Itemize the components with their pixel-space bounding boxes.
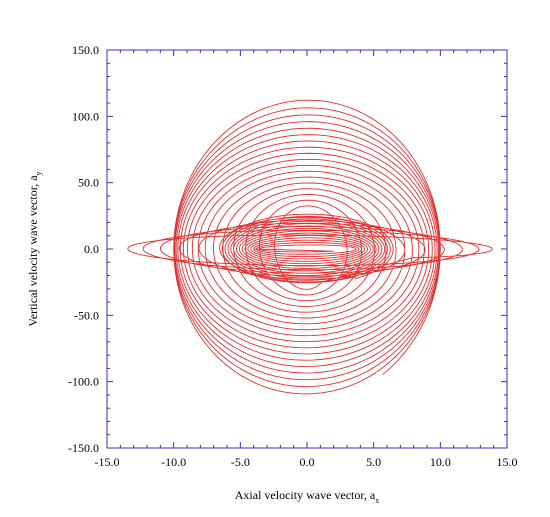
x-tick-label: 15.0 (497, 455, 518, 469)
y-axis-title: Vertical velocity wave vector, ay (26, 171, 43, 326)
x-tick-label: 0.0 (300, 455, 315, 469)
trajectory-series (127, 99, 493, 395)
y-tick-label: 50.0 (78, 176, 99, 190)
y-tick-labels: 150.0 100.0 50.0 0.0 -50.0 -100.0 -150.0 (68, 43, 99, 455)
x-axis-title: Axial velocity wave vector, ax (235, 488, 379, 505)
x-tick-label: 5.0 (366, 455, 381, 469)
axis-ticks (106, 49, 508, 449)
y-tick-label: -50.0 (74, 308, 99, 322)
y-tick-label: -100.0 (68, 375, 99, 389)
y-tick-label: 100.0 (72, 109, 99, 123)
trajectory-line (127, 99, 493, 395)
x-tick-label: 10.0 (430, 455, 451, 469)
x-tick-label: -5.0 (231, 455, 250, 469)
x-tick-labels: -15.0 -10.0 -5.0 0.0 5.0 10.0 15.0 (95, 455, 518, 469)
x-tick-label: -10.0 (161, 455, 186, 469)
y-tick-label: -150.0 (68, 441, 99, 455)
y-tick-label: 150.0 (72, 43, 99, 57)
y-tick-label: 0.0 (84, 242, 99, 256)
x-tick-label: -15.0 (95, 455, 120, 469)
plot-frame (106, 49, 508, 449)
